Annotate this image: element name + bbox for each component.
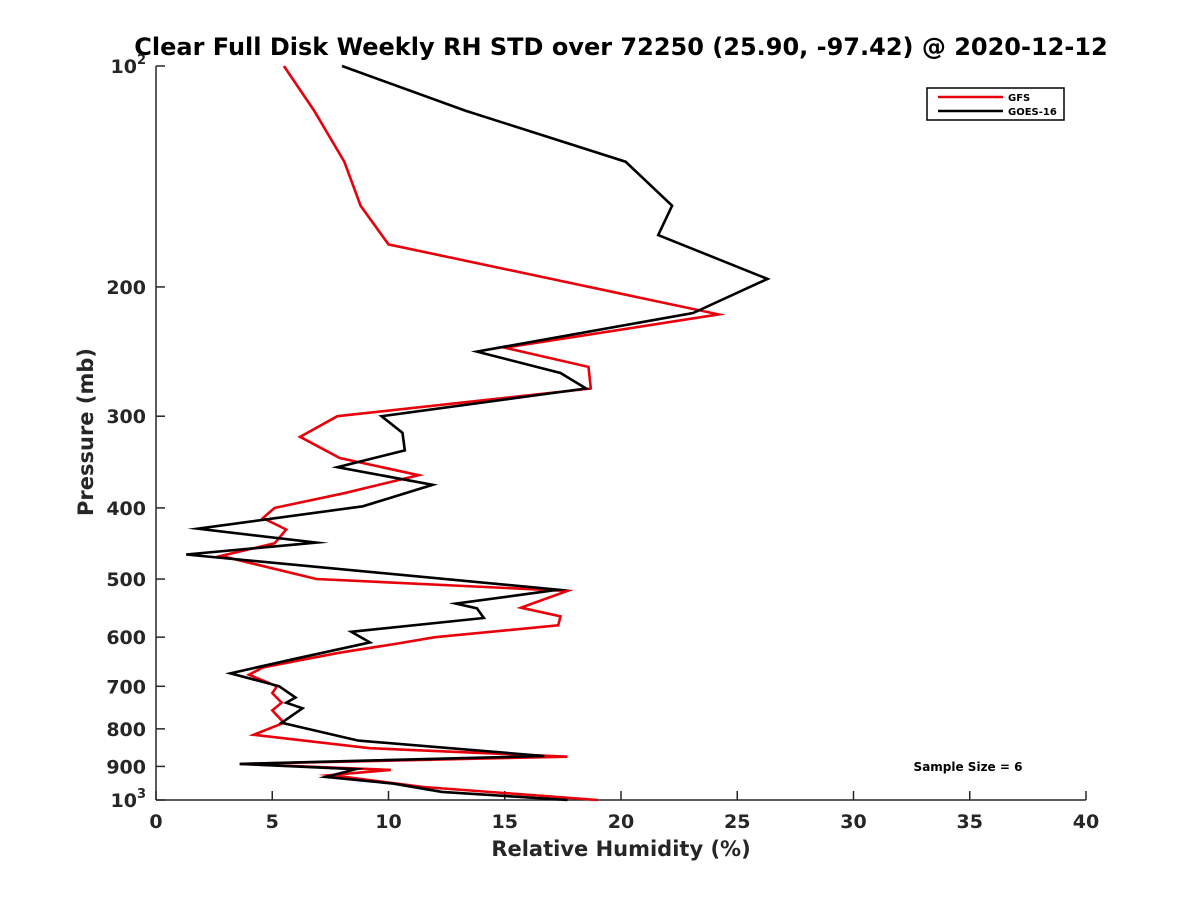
legend-label-gfs: GFS — [1008, 93, 1030, 104]
y-tick-label: 800 — [106, 719, 146, 741]
series-line-gfs — [215, 65, 726, 802]
x-tick-label: 20 — [608, 811, 634, 833]
x-tick-label: 35 — [957, 811, 983, 833]
legend-box — [926, 87, 1065, 121]
x-axis-label: Relative Humidity (%) — [491, 837, 750, 861]
y-tick-label: 103 — [111, 787, 147, 812]
y-tick-label: 102 — [111, 53, 147, 78]
x-tick-label: 0 — [149, 811, 162, 833]
axes: 0 5 10 15 20 25 30 35 40 102 200 300 400 500 600 700 800… — [106, 53, 1099, 833]
y-tick-label: 300 — [106, 406, 146, 428]
x-tick-label: 40 — [1073, 811, 1099, 833]
y-tick-label: 400 — [106, 498, 146, 520]
y-axis-label: Pressure (mb) — [74, 348, 98, 516]
x-tick-label: 30 — [840, 811, 866, 833]
chart-title: Clear Full Disk Weekly RH STD over 72250… — [134, 33, 1107, 61]
x-tick-label: 15 — [492, 811, 518, 833]
series-layer — [186, 64, 771, 802]
legend: GFS GOES-16 — [926, 87, 1065, 121]
y-tick-label: 900 — [106, 756, 146, 778]
series-line-goes-16 — [186, 64, 771, 802]
x-tick-label: 10 — [375, 811, 401, 833]
y-tick-label: 200 — [106, 277, 146, 299]
sample-size-annotation: Sample Size = 6 — [914, 760, 1023, 774]
x-tick-label: 5 — [266, 811, 279, 833]
x-tick-label: 25 — [724, 811, 750, 833]
y-tick-label: 600 — [106, 627, 146, 649]
y-tick-label: 700 — [106, 676, 146, 698]
legend-label-goes-16: GOES-16 — [1008, 107, 1057, 118]
y-tick-label: 500 — [106, 569, 146, 591]
